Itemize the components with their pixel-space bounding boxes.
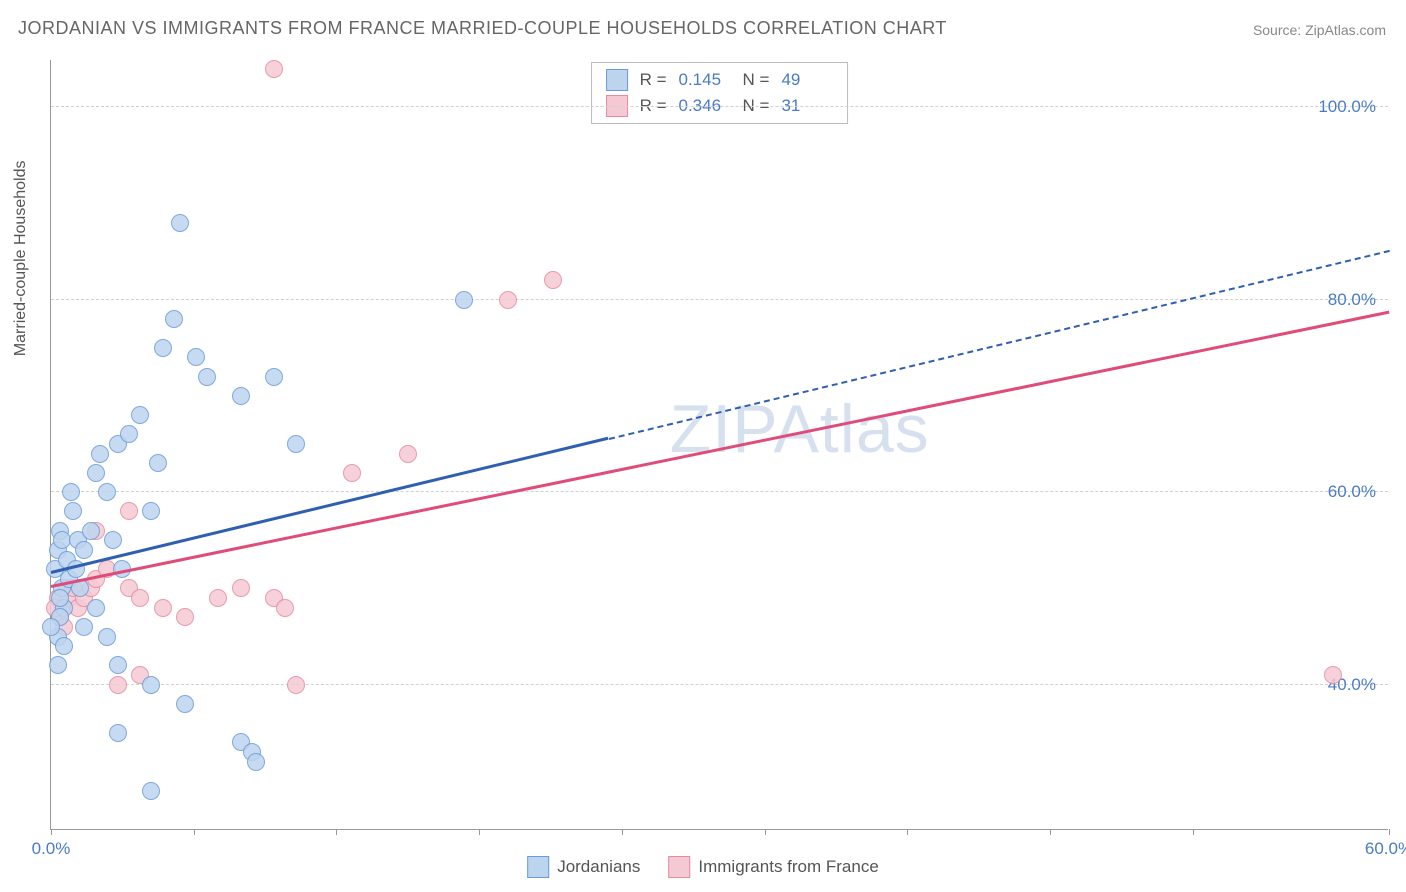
r-value-jordanians: 0.145 — [679, 70, 731, 90]
data-point — [209, 589, 227, 607]
data-point — [276, 599, 294, 617]
chart-title: JORDANIAN VS IMMIGRANTS FROM FRANCE MARR… — [18, 18, 947, 39]
trend-line-dashed — [608, 250, 1389, 440]
data-point — [154, 339, 172, 357]
data-point — [247, 753, 265, 771]
source-label: Source: ZipAtlas.com — [1253, 22, 1386, 38]
x-tick — [194, 829, 195, 835]
data-point — [265, 368, 283, 386]
data-point — [343, 464, 361, 482]
data-point — [109, 724, 127, 742]
data-point — [51, 589, 69, 607]
data-point — [399, 445, 417, 463]
data-point — [149, 454, 167, 472]
data-point — [120, 502, 138, 520]
data-point — [142, 676, 160, 694]
watermark: ZIPAtlas — [670, 390, 930, 468]
data-point — [64, 502, 82, 520]
data-point — [187, 348, 205, 366]
data-point — [499, 291, 517, 309]
data-point — [154, 599, 172, 617]
y-tick-label: 80.0% — [1328, 290, 1376, 310]
legend-swatch-france — [668, 856, 690, 878]
legend-row-jordanians: R = 0.145 N = 49 — [606, 67, 834, 93]
data-point — [62, 483, 80, 501]
data-point — [82, 522, 100, 540]
x-tick — [622, 829, 623, 835]
data-point — [171, 214, 189, 232]
legend-label-jordanians: Jordanians — [557, 857, 640, 877]
data-point — [232, 579, 250, 597]
legend-item-france: Immigrants from France — [668, 856, 878, 878]
x-tick — [51, 829, 52, 835]
chart-container: JORDANIAN VS IMMIGRANTS FROM FRANCE MARR… — [0, 0, 1406, 892]
x-tick — [765, 829, 766, 835]
y-axis-label: Married-couple Households — [12, 160, 30, 356]
data-point — [104, 531, 122, 549]
y-tick-label: 60.0% — [1328, 482, 1376, 502]
x-tick-label: 60.0% — [1365, 839, 1406, 859]
data-point — [142, 782, 160, 800]
r-label: R = — [640, 70, 667, 90]
series-legend: Jordanians Immigrants from France — [527, 856, 879, 878]
data-point — [176, 695, 194, 713]
correlation-legend: R = 0.145 N = 49 R = 0.346 N = 31 — [591, 62, 849, 124]
x-tick — [1050, 829, 1051, 835]
data-point — [120, 425, 138, 443]
x-tick — [479, 829, 480, 835]
x-tick — [1193, 829, 1194, 835]
gridline — [51, 491, 1388, 492]
x-tick — [907, 829, 908, 835]
data-point — [198, 368, 216, 386]
n-value-jordanians: 49 — [781, 70, 833, 90]
x-tick — [1389, 829, 1390, 835]
gridline — [51, 684, 1388, 685]
data-point — [49, 656, 67, 674]
x-tick-label: 0.0% — [32, 839, 71, 859]
legend-item-jordanians: Jordanians — [527, 856, 640, 878]
data-point — [131, 406, 149, 424]
data-point — [42, 618, 60, 636]
data-point — [98, 483, 116, 501]
data-point — [98, 628, 116, 646]
data-point — [109, 656, 127, 674]
data-point — [165, 310, 183, 328]
data-point — [1324, 666, 1342, 684]
data-point — [176, 608, 194, 626]
data-point — [232, 387, 250, 405]
data-point — [265, 60, 283, 78]
data-point — [109, 676, 127, 694]
data-point — [91, 445, 109, 463]
data-point — [55, 637, 73, 655]
legend-swatch-jordanians — [527, 856, 549, 878]
data-point — [455, 291, 473, 309]
data-point — [75, 618, 93, 636]
legend-swatch-jordanians — [606, 69, 628, 91]
data-point — [87, 464, 105, 482]
y-tick-label: 100.0% — [1318, 97, 1376, 117]
data-point — [544, 271, 562, 289]
plot-area: Married-couple Households ZIPAtlas R = 0… — [50, 60, 1388, 830]
gridline — [51, 106, 1388, 107]
data-point — [87, 599, 105, 617]
data-point — [131, 589, 149, 607]
x-tick — [336, 829, 337, 835]
data-point — [142, 502, 160, 520]
data-point — [287, 435, 305, 453]
n-label: N = — [743, 70, 770, 90]
trend-line — [51, 311, 1390, 588]
data-point — [75, 541, 93, 559]
data-point — [287, 676, 305, 694]
legend-label-france: Immigrants from France — [698, 857, 878, 877]
